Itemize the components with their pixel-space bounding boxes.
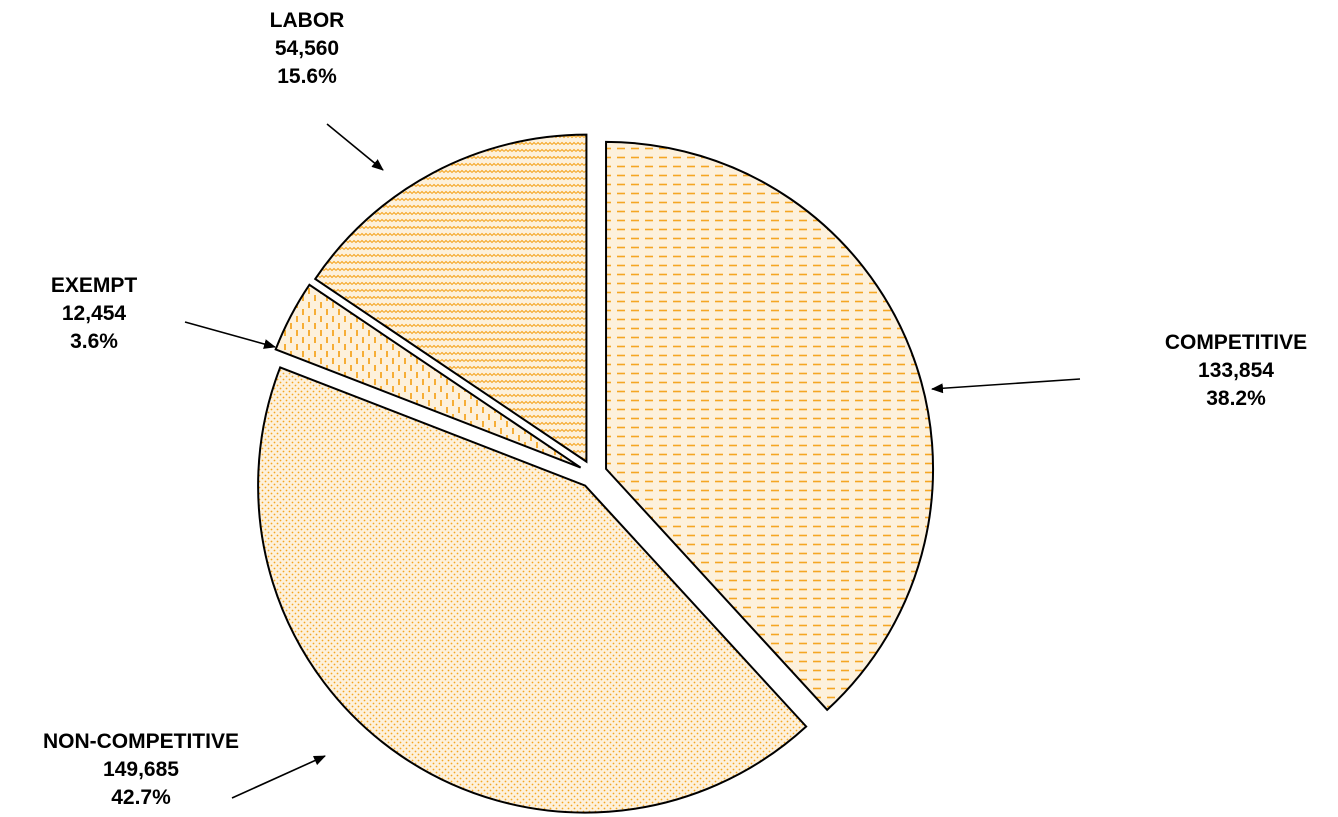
arrow-competitive	[931, 378, 1081, 394]
label-exempt-name: EXEMPT	[51, 274, 138, 297]
label-exempt-percent: 3.6%	[70, 330, 118, 353]
slice-labor	[313, 133, 588, 464]
label-arrows	[184, 123, 1081, 799]
label-non-competitive-name: NON-COMPETITIVE	[43, 730, 239, 753]
arrow-labor	[326, 123, 384, 171]
label-non-competitive-value: 149,685	[103, 758, 179, 781]
arrow-non-competitive	[231, 755, 326, 799]
slice-competitive	[605, 140, 935, 712]
label-labor-value: 54,560	[275, 37, 339, 60]
label-competitive-value: 133,854	[1198, 359, 1274, 382]
slice-labels: COMPETITIVE 133,854 38.2% NON-COMPETITIVE 14…	[43, 9, 1307, 809]
label-labor-percent: 15.6%	[277, 65, 337, 88]
arrow-exempt	[184, 321, 276, 349]
label-competitive-name: COMPETITIVE	[1165, 331, 1307, 354]
slice-non-competitive	[257, 366, 808, 814]
label-labor-name: LABOR	[270, 9, 345, 32]
label-exempt-value: 12,454	[62, 302, 127, 325]
label-competitive-percent: 38.2%	[1206, 387, 1266, 410]
label-non-competitive-percent: 42.7%	[111, 786, 171, 809]
slice-exempt	[274, 283, 582, 469]
pie-slices	[257, 133, 935, 814]
